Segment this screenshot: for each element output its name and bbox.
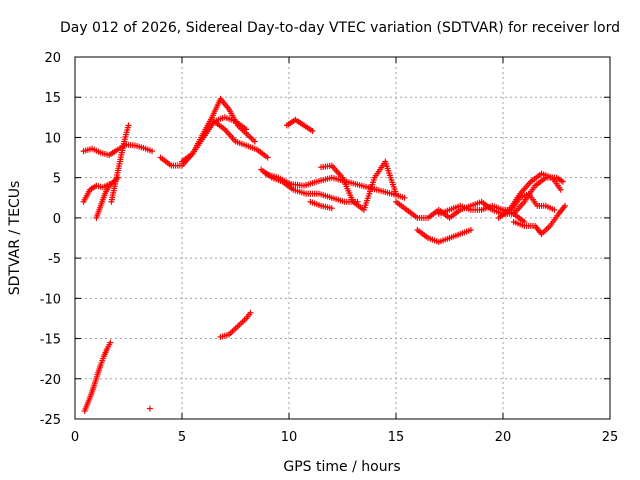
data-point xyxy=(393,190,399,197)
grid-layer xyxy=(75,57,610,419)
y-axis-label: SDTVAR / TECUs xyxy=(7,181,23,296)
data-point xyxy=(107,339,114,346)
y-tick-label: 5 xyxy=(53,172,61,187)
x-tick-label: 25 xyxy=(602,430,619,445)
data-point xyxy=(557,186,564,193)
y-tick-label: -5 xyxy=(48,252,61,267)
y-tick-label: -15 xyxy=(40,333,61,348)
x-tick-label: 10 xyxy=(281,430,298,445)
y-tick-label: 20 xyxy=(44,51,61,66)
y-tick-label: 10 xyxy=(44,131,61,146)
data-point xyxy=(125,122,132,129)
data-point xyxy=(467,226,474,233)
x-tick-label: 20 xyxy=(495,430,512,445)
data-point xyxy=(247,309,254,316)
x-tick-label: 15 xyxy=(388,430,405,445)
data-point xyxy=(562,202,569,209)
data-points xyxy=(80,95,569,414)
data-point xyxy=(146,405,153,412)
data-point xyxy=(401,194,408,201)
chart-title: Day 012 of 2026, Sidereal Day-to-day VTE… xyxy=(60,20,620,36)
data-point xyxy=(559,178,566,185)
y-tick-label: -10 xyxy=(40,292,61,307)
data-point xyxy=(264,154,271,161)
plot-frame xyxy=(74,56,611,420)
data-point xyxy=(251,138,258,145)
x-tick-label: 0 xyxy=(71,430,79,445)
data-point xyxy=(243,126,250,133)
data-point xyxy=(328,205,335,212)
y-tick-label: 15 xyxy=(44,91,61,106)
y-tick-label: 0 xyxy=(53,212,61,227)
y-tick-label: -20 xyxy=(40,373,61,388)
data-point xyxy=(551,206,558,213)
x-axis-label: GPS time / hours xyxy=(283,459,400,475)
x-tick-label: 5 xyxy=(178,430,186,445)
tick-layer: 0 5 10 15 20 25 -25 -20 -15 -10 -5 0 5 10 15 20 xyxy=(40,51,619,445)
y-tick-label: -25 xyxy=(40,413,61,428)
data-point xyxy=(149,148,156,155)
data-point xyxy=(309,128,316,135)
